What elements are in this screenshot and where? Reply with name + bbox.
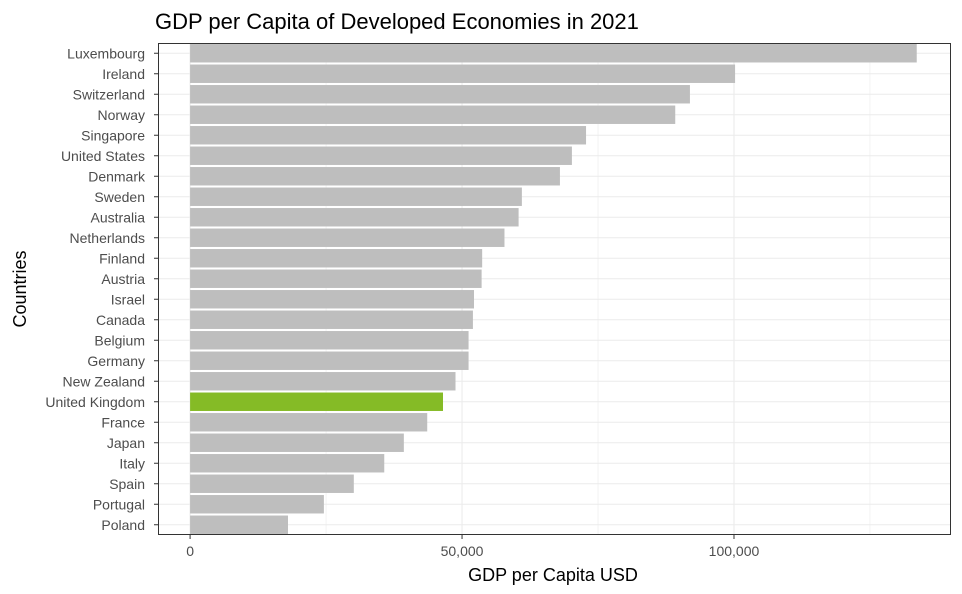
y-tick-label: Australia (91, 209, 146, 225)
bar (190, 310, 473, 329)
y-tick-label: United States (61, 148, 145, 164)
x-tick-label: 50,000 (441, 543, 484, 559)
bar (190, 249, 483, 268)
y-tick-label: New Zealand (63, 373, 146, 389)
bar (190, 64, 736, 83)
y-tick-labels: Luxembourg Ireland Switzerland Norway Singap… (45, 45, 158, 533)
panel-background (158, 43, 951, 535)
y-tick-label: Netherlands (70, 230, 146, 246)
y-tick-label: Denmark (88, 168, 146, 184)
plot-area (158, 43, 951, 535)
y-tick-label: Luxembourg (67, 45, 145, 61)
y-tick-label: Belgium (94, 332, 145, 348)
y-tick-label: Poland (101, 517, 145, 533)
y-tick-label: Austria (101, 271, 145, 287)
bar (190, 351, 469, 370)
x-axis-title: GDP per Capita USD (468, 565, 638, 585)
y-tick-label: Finland (99, 250, 145, 266)
bars (190, 44, 917, 534)
y-tick-label: Spain (109, 476, 145, 492)
y-tick-label: France (101, 414, 145, 430)
x-tick-label: 100,000 (709, 543, 760, 559)
bar (190, 372, 456, 391)
y-tick-label: United Kingdom (45, 394, 145, 410)
bar (190, 392, 444, 411)
bar (190, 413, 428, 432)
y-tick-label: Singapore (81, 127, 145, 143)
y-axis-title: Countries (10, 250, 30, 327)
y-tick-label: Canada (96, 312, 145, 328)
y-tick-label: Portugal (93, 496, 145, 512)
y-tick-label: Ireland (102, 66, 145, 82)
panel-border (158, 43, 951, 535)
bar (190, 167, 560, 186)
y-tick-label: Germany (87, 353, 145, 369)
bar (190, 454, 385, 473)
bar (190, 228, 505, 247)
bar (190, 474, 354, 493)
y-tick-label: Japan (107, 435, 145, 451)
bar (190, 433, 404, 452)
bar (190, 187, 522, 206)
bar (190, 44, 917, 63)
x-tick-label: 0 (186, 543, 194, 559)
bar (190, 85, 690, 104)
bar (190, 208, 519, 227)
bar (190, 290, 475, 309)
bar (190, 105, 676, 124)
x-tick-labels: 0 50,000 100,000 (186, 535, 760, 559)
y-tick-label: Israel (111, 291, 145, 307)
y-tick-label: Norway (98, 107, 145, 123)
bar (190, 515, 288, 534)
y-tick-label: Italy (119, 455, 145, 471)
chart-title: GDP per Capita of Developed Economies in… (155, 9, 639, 34)
bar (190, 331, 469, 350)
bar (190, 495, 324, 514)
y-tick-label: Sweden (94, 189, 145, 205)
y-tick-label: Switzerland (73, 86, 145, 102)
bar (190, 126, 587, 145)
bar (190, 269, 482, 288)
bar (190, 146, 572, 165)
